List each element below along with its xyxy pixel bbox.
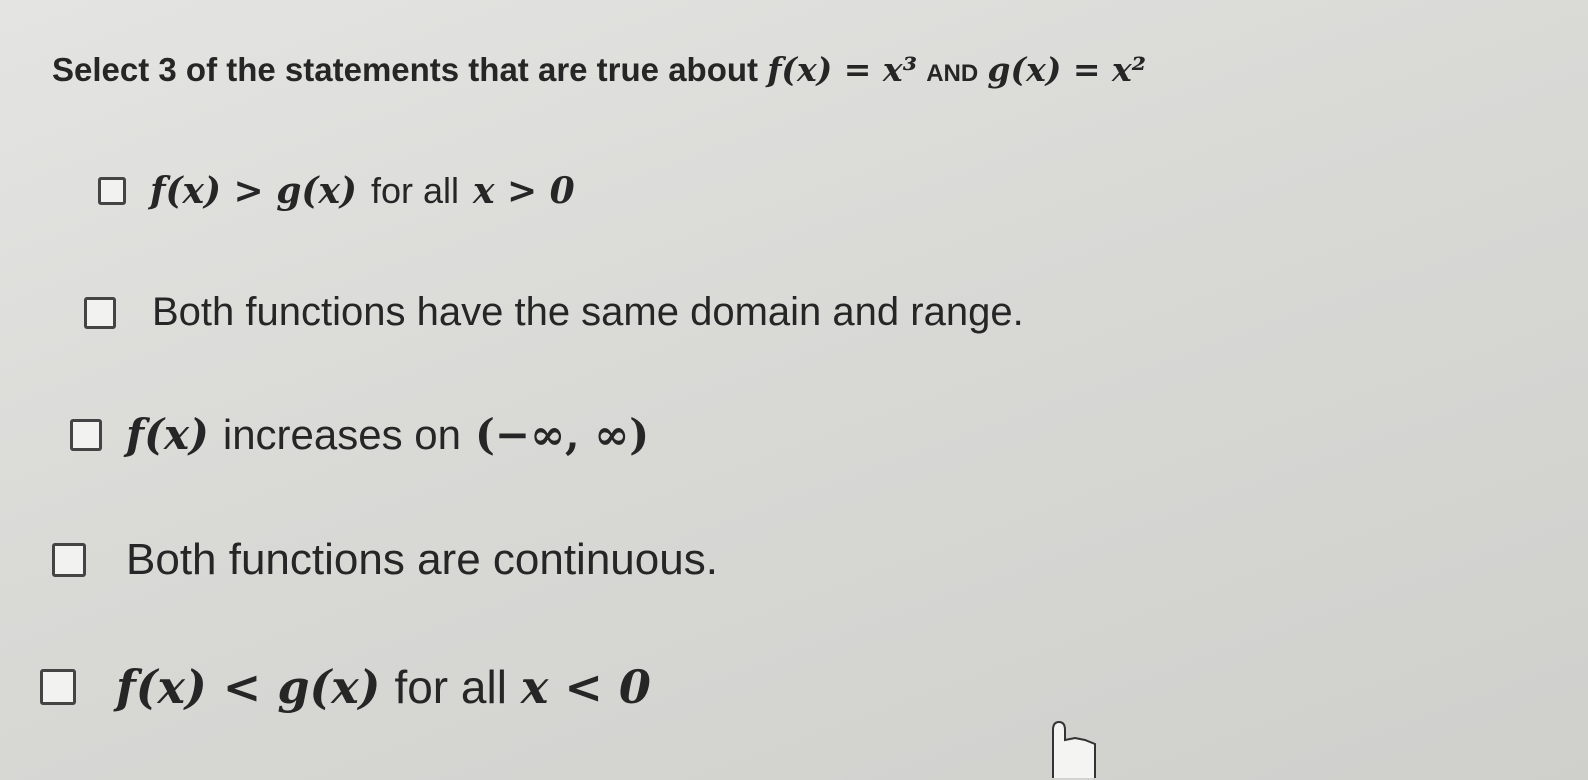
checkbox[interactable] [52, 543, 86, 577]
checkbox[interactable] [84, 296, 116, 329]
option[interactable]: Both functions have the same domain and … [84, 290, 1038, 335]
option[interactable]: f(x) < g(x) for all x < 0 [40, 660, 665, 714]
option-math: f(x) < g(x) [116, 660, 381, 714]
option[interactable]: f(x) > g(x) for all x > 0 [98, 170, 589, 212]
option-text: Both functions are continuous. [126, 535, 718, 584]
hand-cursor [1052, 720, 1096, 778]
option[interactable]: f(x) increases on (−∞, ∞) [70, 410, 663, 459]
option-math: (−∞, ∞) [475, 410, 650, 459]
option-text: for all [370, 170, 459, 211]
option-text: increases on [222, 410, 461, 458]
question: Select 3 of the statements that are true… [52, 50, 1146, 89]
option[interactable]: Both functions are continuous. [52, 535, 732, 585]
option-text: for all [394, 661, 507, 713]
option-math: x < 0 [520, 660, 651, 714]
question-math: g(x) = x² [987, 50, 1147, 89]
checkbox[interactable] [98, 177, 126, 205]
checkbox[interactable] [70, 418, 102, 451]
option-text: Both functions have the same domain and … [152, 290, 1024, 334]
option-math: f(x) > g(x) [150, 170, 357, 212]
checkbox[interactable] [40, 669, 76, 705]
option-math: x > 0 [472, 170, 575, 212]
question-text: Select 3 of the statements that are true… [52, 51, 759, 88]
question-math: f(x) = x³ [767, 50, 918, 89]
option-math: f(x) [126, 410, 209, 459]
question-text: AND [926, 60, 979, 87]
